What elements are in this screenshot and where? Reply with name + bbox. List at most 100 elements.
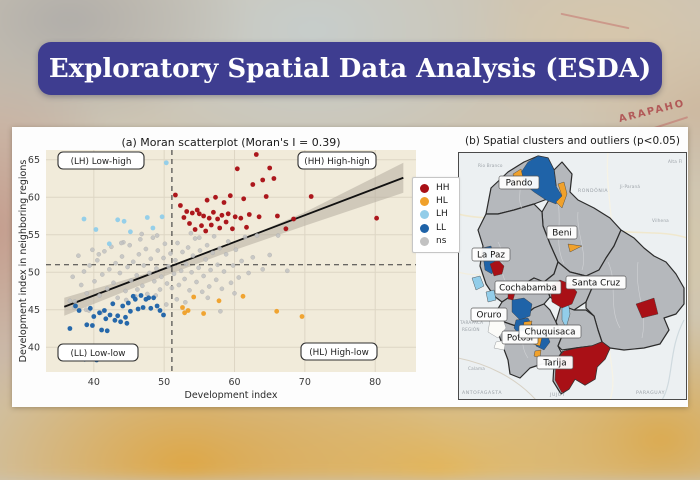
scatter-point-ns [180,249,185,255]
scatter-point-LL [97,310,102,316]
scatter-point-HH [194,207,200,213]
cluster-patch-hl-beni-edge [555,181,568,209]
scatter-point-HH [271,176,277,181]
scatter-point-LL [107,312,113,318]
scatter-point-HH [211,209,216,215]
scatter-point-HH [246,212,252,217]
scatter-point-ns [76,253,81,258]
scatter-point-HH [225,211,231,217]
scatter-point-ns [189,269,194,275]
scatter-point-HH [184,209,190,214]
scatter-point-ns [102,249,107,254]
scatter-point-ns [206,284,212,289]
scatter-point-ns [221,269,227,274]
scatter-point-ns [148,256,154,262]
cluster-patch-hh-tarija [554,341,611,394]
scatter-point-ns [72,299,78,304]
scatter-point-ns [203,257,208,262]
scatter-point-ns [223,252,229,257]
scatter-point-ns [174,296,180,302]
scatter-point-LL [161,312,166,318]
scatter-point-HH [263,194,269,199]
scatter-point-HH [234,166,240,172]
svg-text:Pando: Pando [506,179,533,189]
scatter-point-LL [118,319,123,325]
scatter-point-LH [121,218,127,224]
scatter-point-ns [208,267,213,273]
scatter-point-LL [151,295,157,301]
region-label-cochabamba: Cochabamba [494,280,562,295]
scatter-point-ns [178,268,184,274]
scatter-point-ns [139,231,144,237]
scatter-point-HH [215,216,221,222]
x-tick-label: 50 [158,377,170,388]
basemap-label: Calama [468,366,485,371]
scatter-point-ns [211,234,217,239]
scatter-point-ns [90,247,95,253]
scatter-point-ns [246,270,251,276]
basemap-border [458,357,537,400]
cluster-patch-lh-la-paz2 [485,289,497,303]
legend-dot-ns [420,236,429,246]
scatter-point-ns [168,251,173,256]
scatter-point-LL [157,308,163,313]
scatter-point-HH [250,182,256,187]
scatter-point-HH [256,214,262,220]
svg-text:La Paz: La Paz [477,251,505,261]
scatter-point-ns [84,290,90,296]
y-tick-label: 45 [28,305,40,316]
x-tick-label: 70 [299,377,311,388]
legend-label: LL [436,222,447,233]
legend-dot-LH [420,210,429,220]
y-tick-label: 65 [28,155,40,166]
scatter-point-ns [87,263,92,268]
svg-text:Santa Cruz: Santa Cruz [572,279,621,289]
scatter-point-LL [115,313,121,319]
scatter-point-LL [99,327,104,333]
scatter-point-ns [218,308,223,314]
scatter-point-HH [203,228,209,234]
scatter-point-HH [253,152,259,157]
scatter-point-ns [188,230,194,236]
scatter-point-LL [110,301,116,307]
svg-text:Oruro: Oruro [477,311,502,321]
scatter-dynamic-layer: 40 50 60 70 80 40 45 50 55 60 65 [28,150,416,388]
scatter-point-ns [236,275,241,280]
scatter-point-ns [239,258,244,264]
cluster-patch-hh-santa-cruz-east [635,297,659,319]
scatter-point-ns [217,245,222,251]
svg-text:Beni: Beni [552,229,571,239]
scatter-point-LH [106,241,112,247]
scatter-point-LH [128,229,133,235]
basemap-label: PARAGUAY [636,390,665,396]
scatter-point-HH [275,213,280,219]
scatter-point-LH [163,160,169,166]
scatter-point-ns [136,252,142,257]
basemap-label: TARAPACÁ [459,320,483,325]
scatter-point-HH [178,203,183,208]
scatter-point-HH [204,197,210,203]
x-tick-label: 60 [228,377,240,388]
scatter-point-LL [138,293,144,298]
figure-card: 40 50 60 70 80 40 45 50 55 60 65 (a) Moran scatter… [12,127,688,407]
svg-text:Cochabamba: Cochabamba [499,284,557,294]
scatter-point-ns [154,266,159,271]
scatter-point-ns [171,271,177,277]
scatter-point-ns [201,273,206,279]
scatter-point-ns [254,233,260,238]
scatter-point-ns [204,242,210,248]
scatter-point-HH [206,215,212,221]
scatter-point-ns [123,288,128,294]
scatter-point-LH [144,215,150,220]
legend-item-HH: HH [420,184,450,193]
scatter-point-ns [205,295,211,301]
scatter-point-ns [166,263,171,269]
scatter-point-LL [146,295,152,301]
quadrant-label-high-low: (HL) High-low [300,342,378,361]
regression-line [63,176,404,308]
scatter-point-ns [113,260,118,266]
scatter-point-ns [111,280,116,286]
scatter-point-ns [97,293,102,298]
scatter-point-LL [103,316,109,322]
scatter-point-ns [141,263,147,268]
